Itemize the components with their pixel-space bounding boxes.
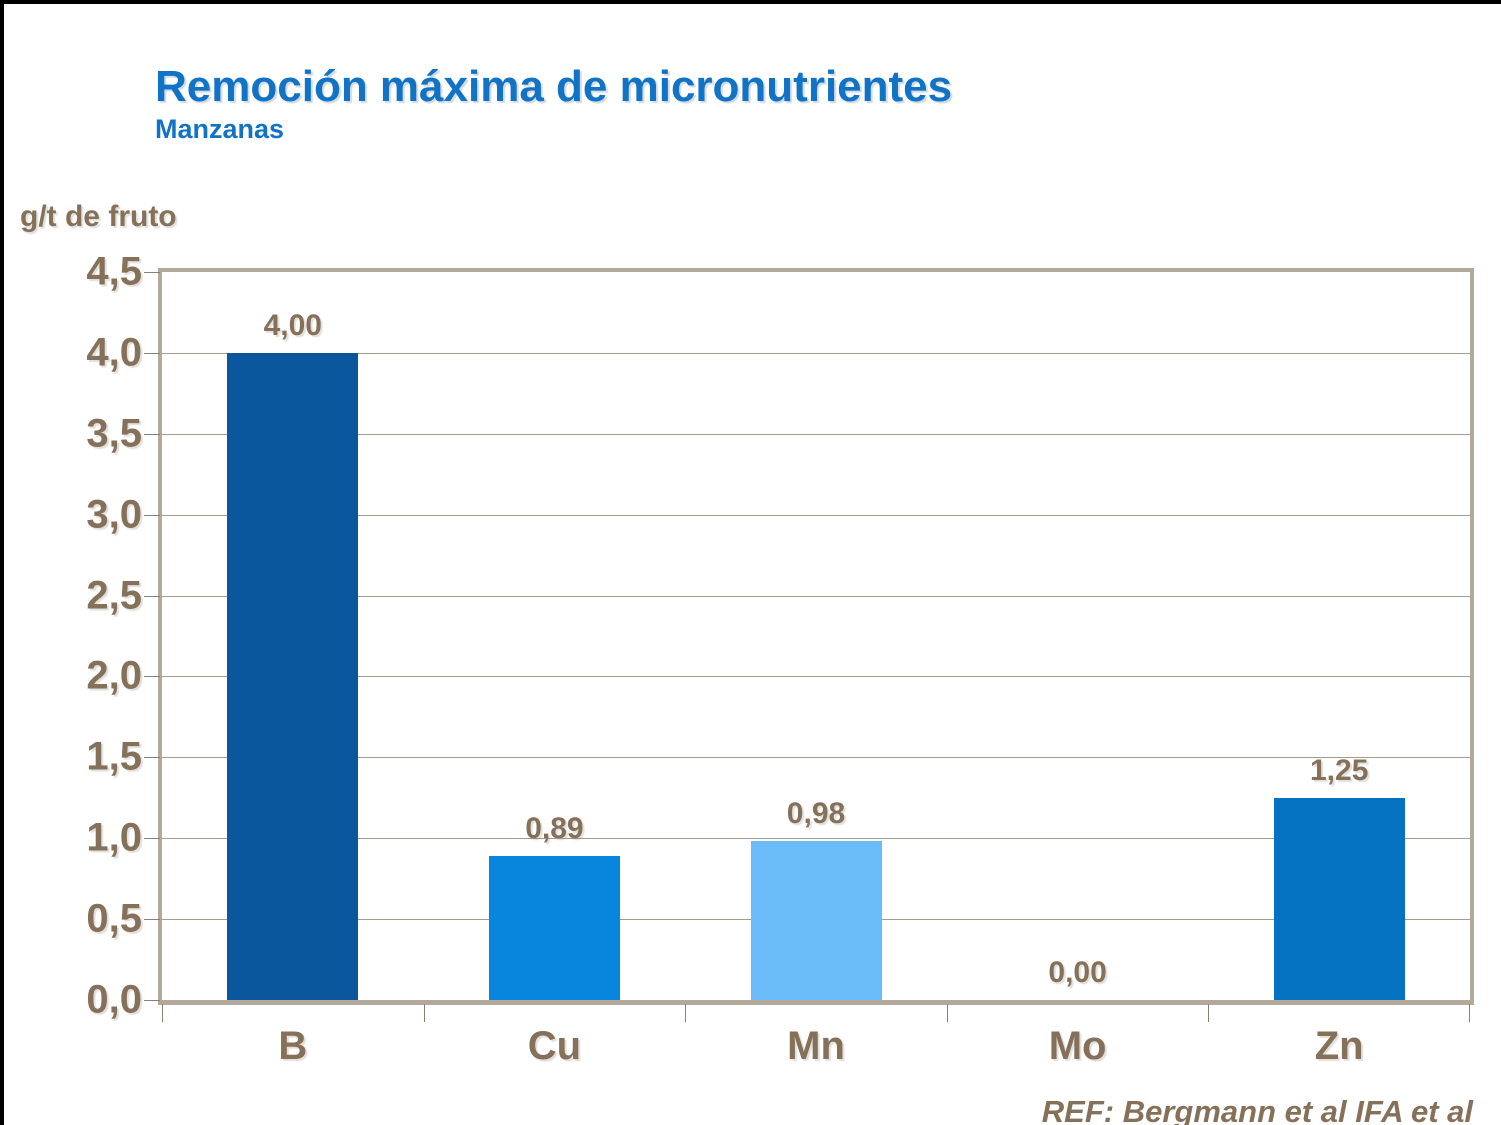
bar-value-label-Mn: 0,98 xyxy=(786,797,846,831)
plot-inner: 4,00 0,89 0,98 0,00 1,25 xyxy=(162,272,1470,1000)
chart-subtitle: Manzanas xyxy=(155,114,285,144)
y-axis-tick-label: 4,0 xyxy=(86,330,142,375)
gridline xyxy=(162,514,1470,516)
bar-value-label-Mo: 0,00 xyxy=(1048,956,1107,989)
chart-title: Remoción máxima de micronutrientes xyxy=(155,62,953,111)
plot-area: 4,00 0,89 0,98 0,00 1,25 xyxy=(158,268,1474,1005)
x-axis-tick-mark xyxy=(1469,1004,1470,1022)
bar-B xyxy=(227,352,359,1000)
gridline xyxy=(162,757,1470,759)
y-axis-tick-mark xyxy=(144,352,160,354)
y-axis-tick-mark xyxy=(144,433,160,435)
y-axis-tick-label: 0,0 xyxy=(86,977,142,1022)
reference-text: REF: Bergmann et al IFA et al xyxy=(1041,1094,1473,1125)
bar-Cu xyxy=(488,856,620,1000)
y-axis-tick-label: 1,0 xyxy=(86,815,142,860)
y-axis-tick-label: 3,0 xyxy=(86,492,142,537)
y-axis-tick-label: 2,5 xyxy=(86,573,142,618)
y-axis-tick-mark xyxy=(144,595,160,597)
x-axis-tick-mark xyxy=(685,1004,687,1022)
x-axis-label-Mo: Mo xyxy=(1048,1024,1107,1068)
y-axis-tick-mark xyxy=(144,676,160,678)
y-axis-tick-mark xyxy=(144,838,160,840)
bar-value-label-B: 4,00 xyxy=(263,308,322,342)
bar-value-label-Zn: 1,25 xyxy=(1309,753,1369,787)
x-axis-tick-mark xyxy=(423,1004,425,1022)
y-axis-tick-mark xyxy=(144,514,160,516)
y-axis-unit-label: g/t de fruto xyxy=(20,200,177,233)
gridline xyxy=(162,433,1470,435)
y-axis-tick-mark xyxy=(144,1000,160,1001)
gridline xyxy=(162,676,1470,678)
x-axis-tick-mark xyxy=(946,1004,948,1022)
x-axis-label-Zn: Zn xyxy=(1314,1024,1364,1068)
y-axis-tick-label: 1,5 xyxy=(86,734,142,779)
x-axis-label-Mn: Mn xyxy=(787,1024,845,1068)
x-axis-tick-mark xyxy=(1208,1004,1210,1022)
y-axis-tick-label: 4,5 xyxy=(86,249,142,294)
bar-value-label-Cu: 0,89 xyxy=(525,812,584,846)
y-axis-tick-mark xyxy=(144,757,160,759)
y-axis-tick-label: 0,5 xyxy=(86,896,142,941)
y-axis-tick-label: 2,0 xyxy=(86,653,142,698)
x-axis-tick-mark xyxy=(162,1004,163,1022)
y-axis-tick-mark xyxy=(144,272,160,273)
gridline xyxy=(162,352,1470,354)
y-axis-tick-label: 3,5 xyxy=(86,411,142,456)
y-axis-tick-mark xyxy=(144,919,160,921)
bar-Mn xyxy=(750,841,882,1000)
gridline xyxy=(162,595,1470,597)
bar-Zn xyxy=(1273,797,1405,1000)
gridline xyxy=(162,838,1470,840)
x-axis-label-Cu: Cu xyxy=(527,1024,582,1068)
x-axis-label-B: B xyxy=(278,1024,308,1068)
